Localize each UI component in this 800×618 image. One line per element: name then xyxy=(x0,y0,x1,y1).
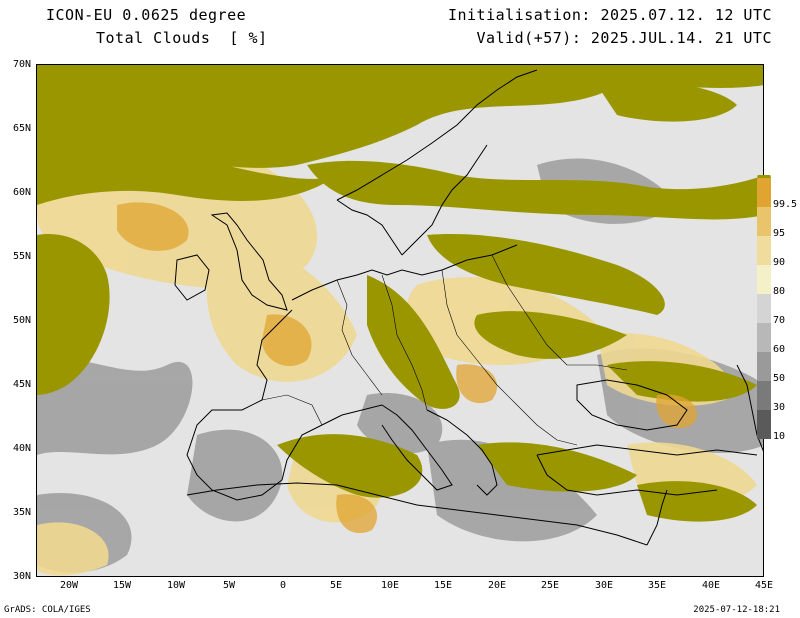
colorbar-top-arrow xyxy=(757,175,771,178)
lat-label: 40N xyxy=(12,443,31,454)
lon-label: 30E xyxy=(594,580,614,591)
lon-label: 40E xyxy=(701,580,721,591)
lat-label: 50N xyxy=(12,315,31,326)
dense-cloud-accents xyxy=(117,202,698,534)
colorbar-swatch xyxy=(757,207,771,236)
lon-label: 45E xyxy=(754,580,774,591)
lon-label: 20E xyxy=(487,580,507,591)
colorbar-label: 70 xyxy=(773,315,786,326)
init-time: Initialisation: 2025.07.12. 12 UTC xyxy=(447,6,772,24)
colorbar-swatch xyxy=(757,294,771,323)
colorbar-swatch xyxy=(757,178,771,207)
colorbar-label: 50 xyxy=(773,373,786,384)
map-canvas xyxy=(37,65,763,576)
lat-label: 45N xyxy=(12,379,31,390)
lat-label: 60N xyxy=(12,187,31,198)
lon-label: 15E xyxy=(433,580,453,591)
lon-label: 5E xyxy=(329,580,343,591)
colorbar-swatch xyxy=(757,236,771,265)
lat-label: 55N xyxy=(12,251,31,262)
country-borders xyxy=(261,254,628,446)
coastlines xyxy=(174,69,763,546)
colorbar-swatch xyxy=(757,352,771,381)
variable-title: Total Clouds [ %] xyxy=(96,29,268,47)
valid-time: Valid(+57): 2025.JUL.14. 21 UTC xyxy=(476,29,772,47)
colorbar xyxy=(757,175,771,439)
cloud-map xyxy=(36,64,764,577)
lat-label: 30N xyxy=(12,571,31,582)
colorbar-label: 60 xyxy=(773,344,786,355)
colorbar-swatch xyxy=(757,381,771,410)
colorbar-label: 80 xyxy=(773,286,786,297)
colorbar-swatch xyxy=(757,265,771,294)
lat-label: 65N xyxy=(12,123,31,134)
colorbar-label: 90 xyxy=(773,257,786,268)
colorbar-label: 95 xyxy=(773,228,786,239)
lat-label: 35N xyxy=(12,507,31,518)
lon-label: 20W xyxy=(59,580,79,591)
lon-label: 25E xyxy=(540,580,560,591)
lon-label: 35E xyxy=(647,580,667,591)
colorbar-label: 99.5 xyxy=(773,199,798,210)
colorbar-label: 10 xyxy=(773,431,786,442)
lat-label: 70N xyxy=(12,59,31,70)
model-title: ICON-EU 0.0625 degree xyxy=(46,6,247,24)
lon-label: 5W xyxy=(222,580,236,591)
footer-credit: GrADS: COLA/IGES xyxy=(4,605,91,615)
colorbar-swatch xyxy=(757,410,771,439)
colorbar-label: 30 xyxy=(773,402,786,413)
lon-label: 10E xyxy=(380,580,400,591)
lon-label: 15W xyxy=(112,580,132,591)
lon-label: 10W xyxy=(166,580,186,591)
lon-label: 0 xyxy=(279,580,287,591)
footer-timestamp: 2025-07-12-18:21 xyxy=(693,605,780,615)
colorbar-swatch xyxy=(757,323,771,352)
